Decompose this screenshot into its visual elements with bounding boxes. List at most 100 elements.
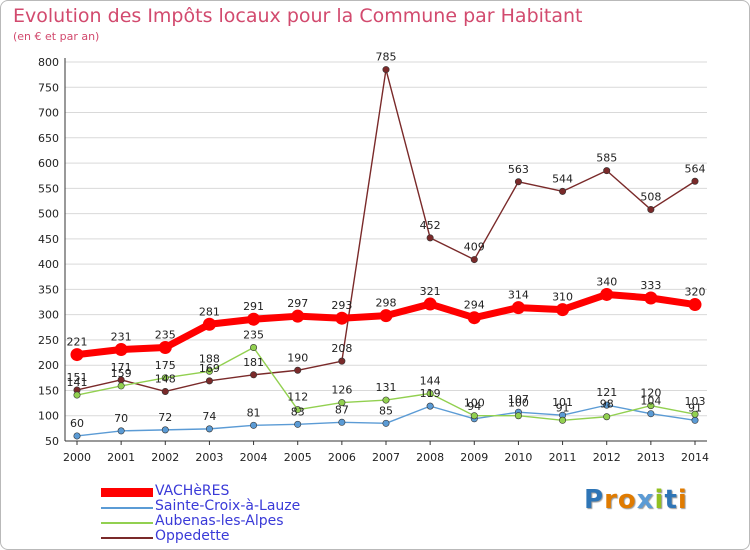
series-point	[202, 317, 216, 331]
data-label: 585	[596, 152, 617, 165]
series-point	[423, 297, 437, 311]
series-point	[291, 309, 305, 323]
legend-label: Oppedette	[155, 528, 230, 544]
data-label: 94	[467, 400, 481, 413]
data-label: 231	[111, 331, 132, 344]
data-label: 297	[287, 297, 308, 310]
series-point	[382, 419, 390, 427]
y-tick-label: 550	[38, 182, 59, 195]
series-point	[559, 187, 567, 195]
series-point	[426, 234, 434, 242]
series-point	[158, 341, 172, 355]
data-label: 104	[640, 395, 661, 408]
data-label: 100	[464, 397, 485, 410]
data-label: 101	[552, 396, 573, 409]
line-chart: 50 100 150 200 250 300 350 400 450 500 550 600 650 70…	[38, 51, 709, 464]
data-label: 208	[331, 342, 352, 355]
proxiti-logo: Proxiti	[584, 485, 688, 515]
data-label: 151	[67, 371, 88, 384]
data-label: 119	[420, 387, 441, 400]
data-label: 74	[202, 410, 216, 423]
legend-swatch	[101, 488, 153, 497]
data-label: 159	[111, 367, 132, 380]
data-label: 181	[243, 356, 264, 369]
data-label: 452	[420, 219, 441, 232]
series-point	[647, 206, 655, 214]
x-tick-label: 2002	[151, 451, 179, 464]
x-tick-label: 2014	[681, 451, 709, 464]
x-tick-label: 2008	[416, 451, 444, 464]
series-point	[250, 371, 258, 379]
x-tick-label: 2001	[107, 451, 135, 464]
y-tick-label: 600	[38, 157, 59, 170]
data-label: 100	[508, 397, 529, 410]
legend-label: VACHèRES	[155, 483, 230, 499]
x-tick-label: 2000	[63, 451, 91, 464]
series-point	[559, 416, 567, 424]
series-point	[247, 312, 261, 326]
data-label: 564	[685, 162, 706, 175]
series-point	[382, 66, 390, 74]
series-point	[688, 298, 702, 312]
series-point	[514, 412, 522, 420]
series-point	[470, 256, 478, 264]
series-point	[294, 420, 302, 428]
x-tick-label: 2013	[637, 451, 665, 464]
data-label: 141	[67, 376, 88, 389]
data-label: 60	[70, 417, 84, 430]
y-tick-label: 650	[38, 132, 59, 145]
data-label: 103	[685, 395, 706, 408]
y-tick-label: 50	[45, 435, 59, 448]
series-point	[644, 291, 658, 305]
data-label: 83	[291, 405, 305, 418]
chart-subtitle: (en € et par an)	[13, 30, 100, 43]
series-point	[117, 382, 125, 390]
data-label: 148	[155, 372, 176, 385]
data-label: 544	[552, 172, 573, 185]
y-tick-label: 800	[38, 56, 59, 69]
legend-swatch	[101, 507, 153, 509]
legend-swatch	[101, 522, 153, 524]
y-tick-label: 400	[38, 258, 59, 271]
data-label: 72	[158, 411, 172, 424]
data-label: 321	[420, 285, 441, 298]
data-label: 144	[420, 374, 441, 387]
series-point	[205, 377, 213, 385]
series-point	[514, 178, 522, 186]
data-label: 126	[331, 384, 352, 397]
series-point	[691, 177, 699, 185]
x-tick-label: 2004	[240, 451, 268, 464]
series-point	[205, 425, 213, 433]
series-point	[470, 412, 478, 420]
series-point	[161, 387, 169, 395]
data-label: 298	[376, 297, 397, 310]
data-label: 87	[335, 403, 349, 416]
series-point	[73, 432, 81, 440]
series-point	[603, 401, 611, 409]
data-label: 190	[287, 351, 308, 364]
data-label: 81	[247, 406, 261, 419]
series-point	[379, 309, 393, 323]
data-label: 91	[556, 401, 570, 414]
series-point	[338, 357, 346, 365]
series-point	[647, 410, 655, 418]
x-tick-label: 2005	[284, 451, 312, 464]
chart-title: Evolution des Impôts locaux pour la Comm…	[13, 5, 583, 27]
series-point	[73, 391, 81, 399]
x-tick-label: 2003	[195, 451, 223, 464]
y-tick-label: 350	[38, 283, 59, 296]
legend-swatch	[101, 537, 153, 539]
data-label: 112	[287, 391, 308, 404]
series-point	[294, 406, 302, 414]
series-point	[600, 287, 614, 301]
data-label: 281	[199, 305, 220, 318]
y-tick-label: 700	[38, 107, 59, 120]
data-label: 294	[464, 299, 485, 312]
series-point	[250, 421, 258, 429]
data-label: 91	[688, 401, 702, 414]
series-point	[114, 343, 128, 357]
y-tick-label: 100	[38, 410, 59, 423]
series-point	[338, 399, 346, 407]
data-label: 131	[376, 381, 397, 394]
